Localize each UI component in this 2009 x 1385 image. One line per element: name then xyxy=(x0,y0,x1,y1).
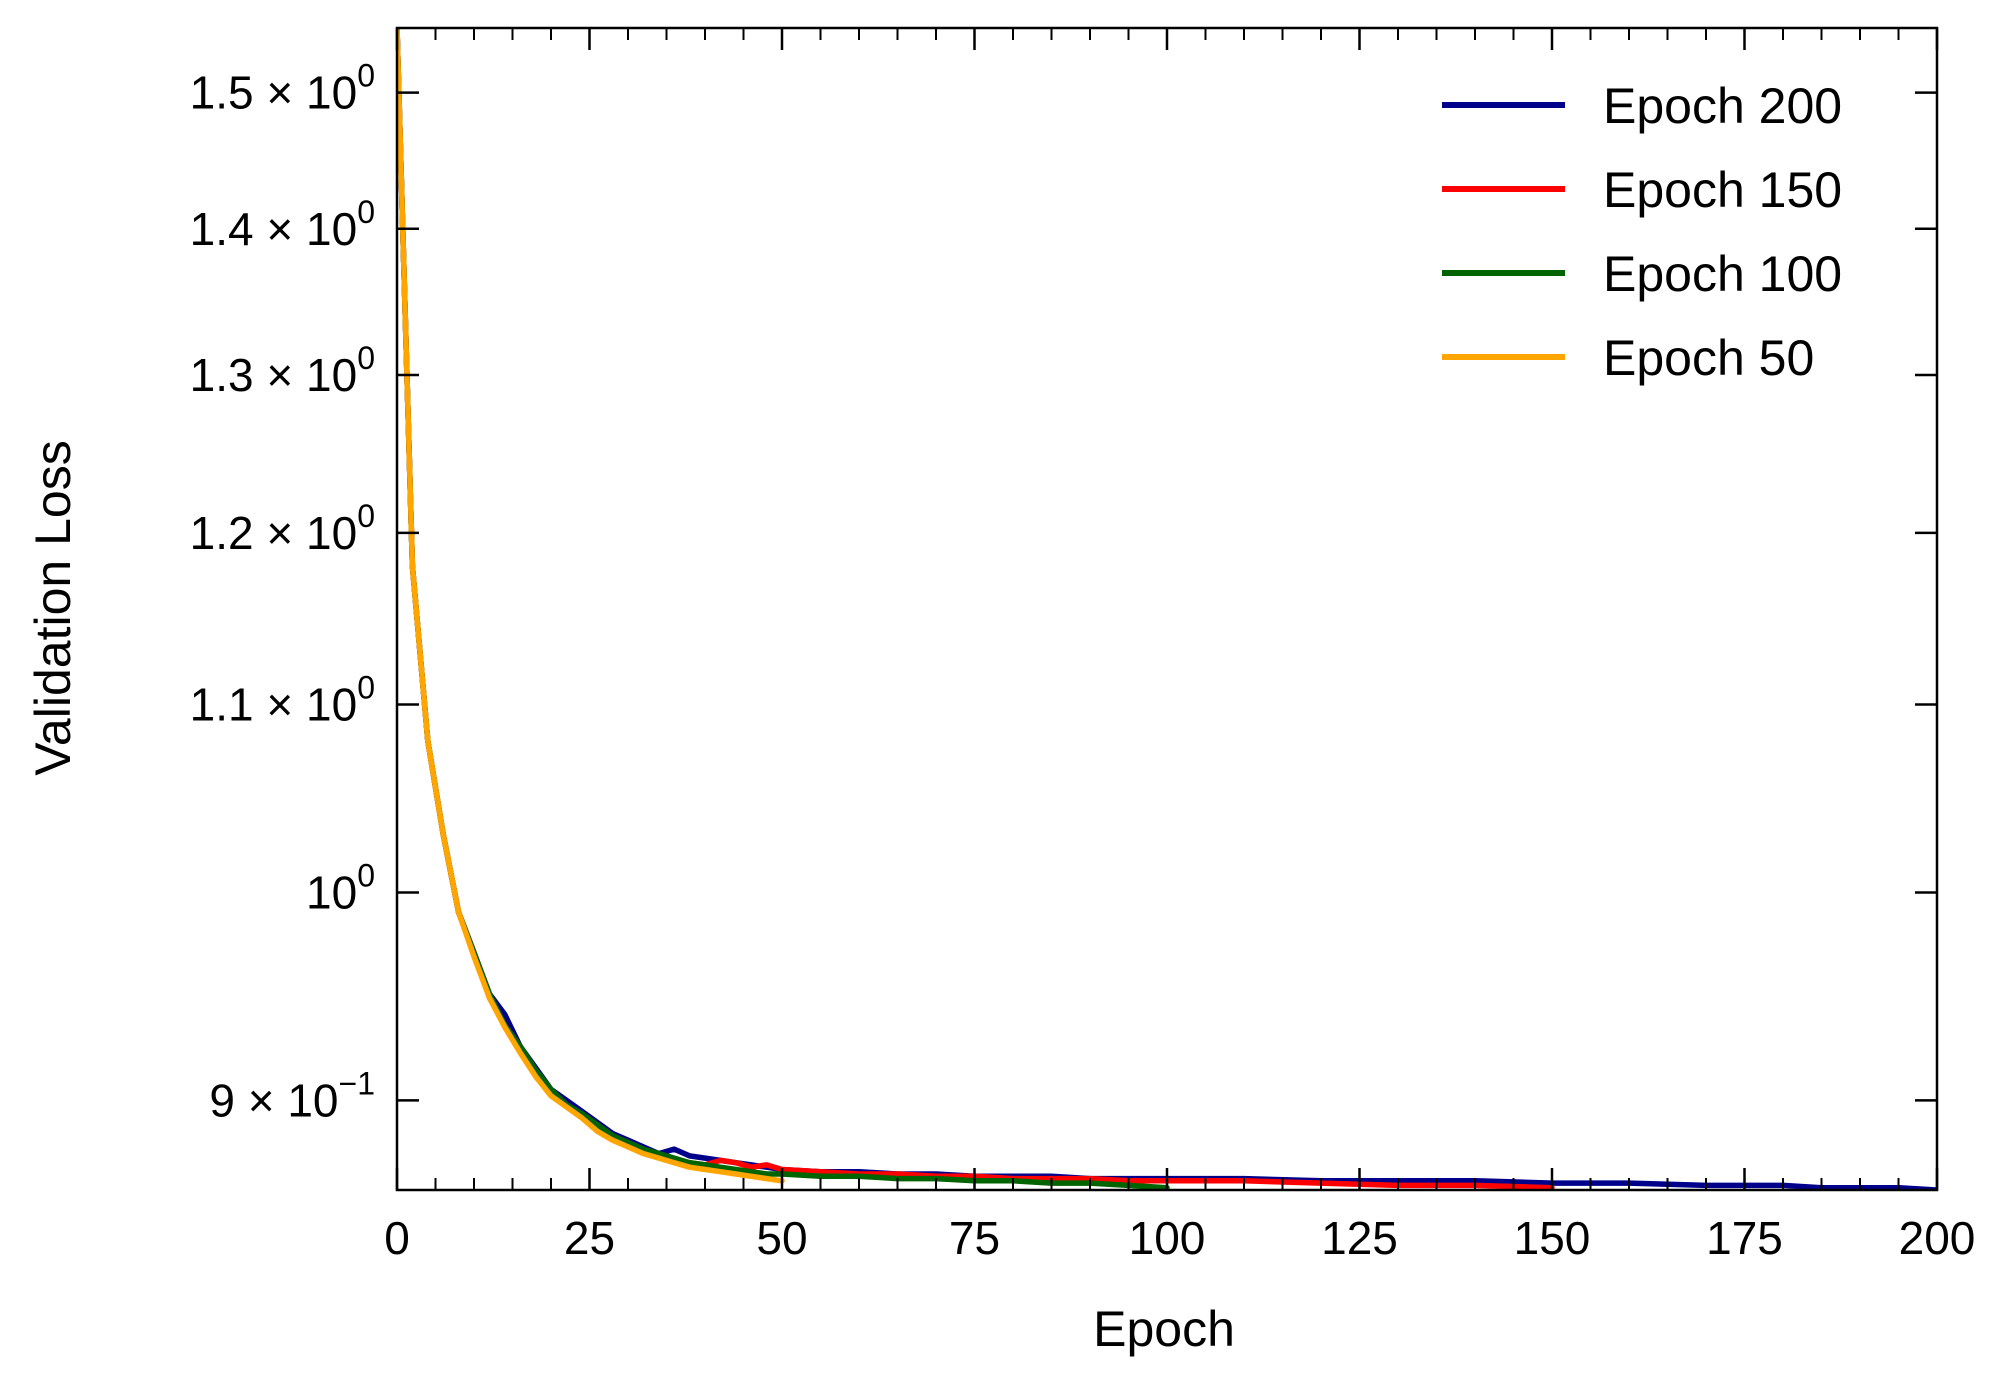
y-tick-label: 9 × 10−1 xyxy=(209,1065,375,1126)
x-tick-label: 50 xyxy=(756,1212,807,1264)
y-axis-ticks: 9 × 10−1 100 1.1 × 100 1.2 × 100 1.3 × 100 1.… xyxy=(190,58,1937,1126)
x-axis-ticks: 0 25 50 75 100 125 150 175 200 xyxy=(384,28,1975,1264)
y-tick-label: 1.5 × 100 xyxy=(190,58,375,119)
x-tick-label: 75 xyxy=(949,1212,1000,1264)
legend-label: Epoch 100 xyxy=(1603,246,1842,302)
y-tick-label: 100 xyxy=(306,857,375,918)
x-tick-label: 0 xyxy=(384,1212,410,1264)
x-tick-label: 25 xyxy=(564,1212,615,1264)
y-tick-label: 1.2 × 100 xyxy=(190,498,375,559)
series-line-3 xyxy=(397,28,785,1184)
legend-label: Epoch 200 xyxy=(1603,78,1842,134)
x-tick-label: 200 xyxy=(1899,1212,1976,1264)
legend-label: Epoch 50 xyxy=(1603,330,1814,386)
x-tick-label: 125 xyxy=(1321,1212,1398,1264)
legend-label: Epoch 150 xyxy=(1603,162,1842,218)
series-line-1 xyxy=(397,28,1555,1190)
y-axis-label: Validation Loss xyxy=(25,440,81,775)
series-line-2 xyxy=(397,28,1170,1190)
x-axis-label: Epoch xyxy=(1093,1301,1235,1357)
x-tick-label: 100 xyxy=(1129,1212,1206,1264)
x-tick-label: 175 xyxy=(1706,1212,1783,1264)
y-tick-label: 1.4 × 100 xyxy=(190,194,375,255)
legend: Epoch 200 Epoch 150 Epoch 100 Epoch 50 xyxy=(1442,78,1842,386)
y-tick-label: 1.1 × 100 xyxy=(190,669,375,730)
y-tick-label: 1.3 × 100 xyxy=(190,340,375,401)
x-tick-label: 150 xyxy=(1514,1212,1591,1264)
